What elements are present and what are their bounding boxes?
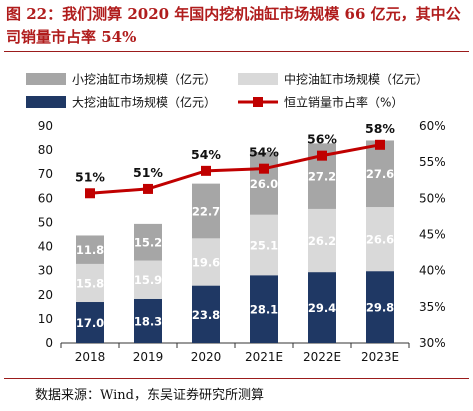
market-share-data-label: 51% (75, 169, 105, 184)
source-note: 数据来源：Wind，东吴证券研究所测算 (35, 388, 264, 403)
medium-excavator-data-label: 26.2 (308, 234, 336, 248)
medium-excavator-bar (76, 263, 104, 303)
market-share-marker (317, 150, 327, 161)
medium-excavator-data-label: 15.8 (76, 276, 104, 290)
large-excavator-bar (366, 271, 394, 343)
legend-large-excavator-label: 大挖油缸市场规模（亿元） (72, 95, 216, 110)
large-excavator-bar (308, 272, 336, 343)
left-axis-tick-label: 0 (45, 336, 53, 350)
medium-excavator-bar (308, 208, 336, 273)
medium-excavator-data-label: 19.6 (192, 255, 220, 269)
large-excavator-bar (76, 302, 104, 343)
medium-excavator-bar (250, 214, 278, 276)
right-axis-tick-label: 45% (419, 228, 446, 242)
left-axis-tick-label: 20 (38, 288, 53, 302)
small-excavator-bar (250, 152, 278, 215)
market-share-data-label: 56% (307, 132, 337, 147)
market-share-marker (375, 139, 385, 150)
small-excavator-bar (192, 183, 220, 239)
medium-excavator-data-label: 26.6 (366, 233, 394, 247)
right-axis-tick-label: 30% (419, 336, 446, 350)
legend-large-excavator-swatch (26, 96, 66, 108)
medium-excavator-bar (192, 238, 220, 286)
x-axis-tick-label: 2022E (303, 350, 341, 364)
right-axis-tick-label: 60% (419, 119, 446, 133)
large-excavator-data-label: 18.3 (134, 314, 162, 328)
large-excavator-data-label: 29.8 (366, 301, 394, 315)
market-share-data-label: 51% (133, 165, 163, 180)
legend-small-excavator-label: 小挖油缸市场规模（亿元） (72, 72, 216, 87)
x-axis-tick-label: 2018 (75, 350, 106, 364)
large-excavator-bar (250, 275, 278, 343)
small-excavator-data-label: 15.2 (134, 236, 162, 250)
left-axis-tick-label: 50 (38, 215, 53, 229)
chart-title: 图 22：我们测算 2020 年国内挖机油缸市场规模 66 亿元，其中公司销量市… (6, 5, 461, 46)
large-excavator-data-label: 28.1 (250, 303, 278, 317)
legend-medium-excavator-swatch (238, 73, 278, 85)
large-excavator-data-label: 17.0 (76, 316, 104, 330)
small-excavator-data-label: 26.0 (250, 177, 278, 191)
left-axis-tick-label: 90 (38, 119, 53, 133)
medium-excavator-data-label: 25.1 (250, 238, 278, 252)
large-excavator-bar (192, 285, 220, 343)
market-share-data-label: 54% (191, 147, 221, 162)
x-axis-tick-label: 2023E (361, 350, 399, 364)
right-axis-tick-label: 55% (419, 155, 446, 169)
small-excavator-bar (366, 140, 394, 208)
large-excavator-data-label: 29.4 (308, 301, 336, 315)
small-excavator-bar (76, 235, 104, 264)
left-axis-tick-label: 60 (38, 191, 53, 205)
market-share-marker (201, 165, 211, 176)
small-excavator-bar (134, 223, 162, 261)
x-axis-tick-label: 2020 (191, 350, 222, 364)
right-axis-tick-label: 35% (419, 300, 446, 314)
right-axis-tick-label: 40% (419, 264, 446, 278)
left-axis-tick-label: 40 (38, 240, 53, 254)
source-divider (4, 378, 469, 379)
market-share-marker (259, 163, 269, 174)
left-axis-tick-label: 10 (38, 312, 53, 326)
small-excavator-data-label: 27.6 (366, 167, 394, 181)
market-share-marker (143, 183, 153, 194)
title-divider (4, 51, 469, 52)
large-excavator-bar (134, 298, 162, 343)
small-excavator-data-label: 27.2 (308, 170, 336, 184)
legend-market-share-marker (253, 97, 263, 107)
market-share-data-label: 58% (365, 121, 395, 136)
left-axis-tick-label: 70 (38, 167, 53, 181)
market-share-data-label: 54% (249, 145, 279, 160)
x-axis-tick-label: 2021E (245, 350, 283, 364)
market-share-line (89, 143, 381, 195)
small-excavator-data-label: 22.7 (192, 204, 220, 218)
left-axis-tick-label: 80 (38, 143, 53, 157)
small-excavator-data-label: 11.8 (76, 243, 104, 257)
medium-excavator-bar (366, 207, 394, 272)
right-axis-tick-label: 50% (419, 191, 446, 205)
medium-excavator-data-label: 15.9 (134, 273, 162, 287)
market-share-marker (85, 188, 95, 199)
large-excavator-data-label: 23.8 (192, 308, 220, 322)
legend-market-share-label: 恒立销量市占率（%） (284, 95, 403, 110)
x-axis-tick-label: 2019 (133, 350, 164, 364)
legend-medium-excavator-label: 中挖油缸市场规模（亿元） (284, 72, 428, 87)
medium-excavator-bar (134, 260, 162, 299)
legend-small-excavator-swatch (26, 73, 66, 85)
left-axis-tick-label: 30 (38, 264, 53, 278)
